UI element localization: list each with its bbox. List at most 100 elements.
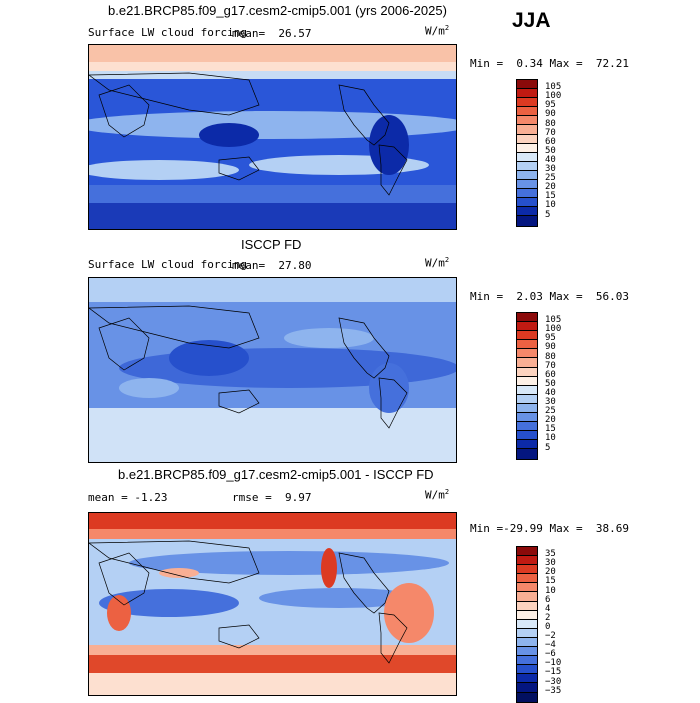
panel3-rmse: rmse = 9.97 [232, 491, 312, 504]
panel2-mean: mean= 27.80 [232, 259, 312, 272]
colorbar-label: 10 [545, 200, 556, 211]
colorbar-label: 5 [545, 442, 551, 453]
colorbar-label: 25 [545, 173, 556, 184]
colorbar-label: 10 [545, 433, 556, 444]
colorbar-swatch [517, 449, 537, 459]
colorbar-label: 0 [545, 621, 551, 632]
colorbar-swatch [517, 367, 537, 377]
colorbar-swatch [517, 547, 537, 557]
colorbar-swatch [517, 403, 537, 414]
panel1-mean-value: 26.57 [278, 27, 312, 40]
colorbar-label: −30 [545, 676, 562, 687]
colorbar-label: 5 [545, 209, 551, 220]
colorbar-swatch [517, 574, 537, 584]
colorbar-label: 95 [545, 333, 556, 344]
colorbar-label: 100 [545, 324, 562, 335]
colorbar-label: 10 [545, 585, 556, 596]
colorbar-label: −4 [545, 640, 556, 651]
colorbar-label: 50 [545, 145, 556, 156]
colorbar-swatch [517, 385, 537, 395]
colorbar-label: 90 [545, 109, 556, 120]
colorbar-label: 2 [545, 612, 551, 623]
panel3-map [88, 512, 457, 696]
colorbar-swatch [517, 340, 537, 350]
colorbar-label: 30 [545, 558, 556, 569]
colorbar-label: −35 [545, 685, 562, 696]
colorbar-swatch [517, 394, 537, 404]
panel1-mean: mean= 26.57 [232, 27, 312, 40]
colorbar-swatch [517, 422, 537, 432]
colorbar-swatch [517, 440, 537, 450]
panel1-variable: Surface LW cloud forcing [88, 26, 247, 39]
colorbar-label: 100 [545, 91, 562, 102]
colorbar-swatch [517, 331, 537, 341]
colorbar-label: −2 [545, 631, 556, 641]
panel2-title: ISCCP FD [241, 237, 302, 252]
colorbar-swatch [517, 665, 537, 675]
colorbar-swatch [517, 98, 537, 108]
colorbar-label: 50 [545, 378, 556, 389]
colorbar-swatch [517, 107, 537, 117]
colorbar-swatch [517, 413, 537, 423]
colorbar-label: 20 [545, 567, 556, 578]
colorbar-label: −15 [545, 667, 562, 678]
colorbar-swatch [517, 189, 537, 199]
colorbar-swatch [517, 647, 537, 657]
colorbar-label: 30 [545, 164, 556, 174]
panel1-map-graphic [89, 45, 456, 229]
colorbar-swatch [517, 116, 537, 126]
colorbar-swatch [517, 80, 537, 90]
colorbar-swatch [517, 619, 537, 629]
colorbar-label: 20 [545, 182, 556, 193]
colorbar-label: 70 [545, 127, 556, 138]
colorbar-swatch [517, 180, 537, 190]
colorbar-label: 20 [545, 415, 556, 426]
colorbar-swatch [517, 322, 537, 332]
panel3-minmax: Min =-29.99 Max = 38.69 [470, 522, 629, 535]
panel2-colorbar [516, 312, 538, 460]
colorbar-swatch [517, 628, 537, 638]
colorbar-swatch [517, 692, 537, 702]
colorbar-swatch [517, 376, 537, 386]
panel3-title: b.e21.BRCP85.f09_g17.cesm2-cmip5.001 - I… [118, 467, 434, 482]
colorbar-swatch [517, 601, 537, 611]
colorbar-swatch [517, 583, 537, 593]
colorbar-label: 15 [545, 424, 556, 435]
colorbar-swatch [517, 170, 537, 181]
colorbar-swatch [517, 125, 537, 135]
colorbar-swatch [517, 216, 537, 226]
colorbar-label: 70 [545, 360, 556, 371]
panel2-minmax: Min = 2.03 Max = 56.03 [470, 290, 629, 303]
colorbar-label: 90 [545, 342, 556, 353]
colorbar-swatch [517, 161, 537, 171]
colorbar-label: 60 [545, 369, 556, 380]
colorbar-label: 80 [545, 351, 556, 362]
colorbar-label: 35 [545, 549, 556, 560]
colorbar-swatch [517, 358, 537, 368]
panel1-minmax: Min = 0.34 Max = 72.21 [470, 57, 629, 70]
colorbar-swatch [517, 637, 537, 648]
colorbar-label: 30 [545, 397, 556, 407]
panel1-colorbar [516, 79, 538, 227]
colorbar-swatch [517, 143, 537, 153]
colorbar-label: −10 [545, 658, 562, 669]
panel2-map [88, 277, 457, 463]
colorbar-label: 80 [545, 118, 556, 129]
colorbar-swatch [517, 656, 537, 666]
panel1-title: b.e21.BRCP85.f09_g17.cesm2-cmip5.001 (yr… [108, 3, 447, 18]
colorbar-swatch [517, 565, 537, 575]
panel3-mean: mean = -1.23 [88, 491, 168, 504]
colorbar-swatch [517, 592, 537, 602]
panel3-units: W/m2 [425, 488, 450, 502]
colorbar-swatch [517, 198, 537, 208]
panel2-variable: Surface LW cloud forcing [88, 258, 247, 271]
colorbar-swatch [517, 349, 537, 359]
colorbar-swatch [517, 674, 537, 684]
colorbar-swatch [517, 134, 537, 144]
panel2-units: W/m2 [425, 256, 450, 270]
colorbar-swatch [517, 431, 537, 441]
panel3-colorbar [516, 546, 538, 703]
colorbar-label: 15 [545, 576, 556, 587]
colorbar-label: 60 [545, 136, 556, 147]
colorbar-swatch [517, 683, 537, 693]
